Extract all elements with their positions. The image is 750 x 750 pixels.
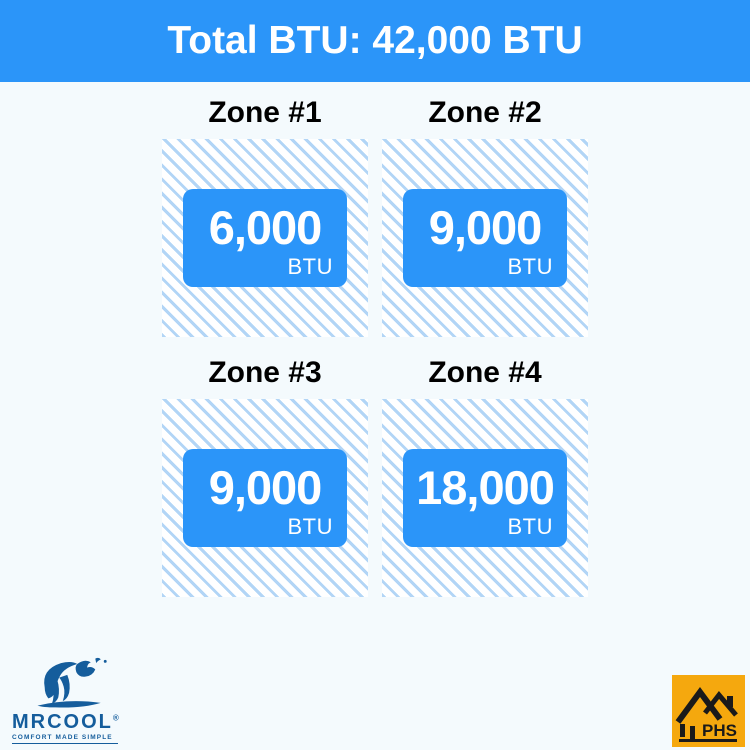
zone-3-btu-card: 9,000 BTU xyxy=(183,449,347,547)
phs-house-icon: PHS xyxy=(675,686,738,742)
zone-4-btu-unit: BTU xyxy=(507,514,553,539)
zone-2-hatch-area: 9,000 BTU xyxy=(382,139,588,337)
zone-3-btu-unit: BTU xyxy=(287,514,333,539)
zone-1-btu-card: 6,000 BTU xyxy=(183,189,347,287)
zone-section-4: Zone #4 18,000 BTU xyxy=(382,356,588,597)
zone-2-label: Zone #2 xyxy=(428,96,542,129)
mrcool-polar-bear-icon xyxy=(37,657,107,708)
phs-logo: PHS xyxy=(672,675,745,747)
zone-section-2: Zone #2 9,000 BTU xyxy=(382,96,588,337)
zone-4-hatch-area: 18,000 BTU xyxy=(382,399,588,597)
mrcool-brand-text: MRCOOL xyxy=(12,711,113,733)
zone-3-btu-value: 9,000 xyxy=(208,460,323,514)
mrcool-tagline: COMFORT MADE SIMPLE xyxy=(12,734,118,744)
zone-4-btu-card: 18,000 BTU xyxy=(403,449,567,547)
mrcool-logo: MRCOOL® COMFORT MADE SIMPLE xyxy=(12,655,119,744)
zone-2-btu-unit: BTU xyxy=(507,254,553,279)
zone-2-btu-card: 9,000 BTU xyxy=(403,189,567,287)
mrcool-wordmark: MRCOOL® xyxy=(12,711,119,733)
header-banner: Total BTU: 42,000 BTU xyxy=(0,0,750,82)
zone-3-label: Zone #3 xyxy=(208,356,322,389)
zone-1-btu-value: 6,000 xyxy=(208,200,323,254)
total-btu-title: Total BTU: 42,000 BTU xyxy=(167,19,583,62)
zone-section-3: Zone #3 9,000 BTU xyxy=(162,356,368,597)
zone-1-hatch-area: 6,000 BTU xyxy=(162,139,368,337)
zone-1-label: Zone #1 xyxy=(208,96,322,129)
zone-4-btu-value: 18,000 xyxy=(416,460,555,514)
zone-1-btu-unit: BTU xyxy=(287,254,333,279)
zone-3-hatch-area: 9,000 BTU xyxy=(162,399,368,597)
zones-grid: Zone #1 6,000 BTU Zone #2 9,000 BTU Zone… xyxy=(162,82,588,597)
zone-4-label: Zone #4 xyxy=(428,356,542,389)
phs-text: PHS xyxy=(702,721,737,740)
zone-2-btu-value: 9,000 xyxy=(428,200,543,254)
registered-trademark-symbol: ® xyxy=(112,713,119,723)
zone-section-1: Zone #1 6,000 BTU xyxy=(162,96,368,337)
